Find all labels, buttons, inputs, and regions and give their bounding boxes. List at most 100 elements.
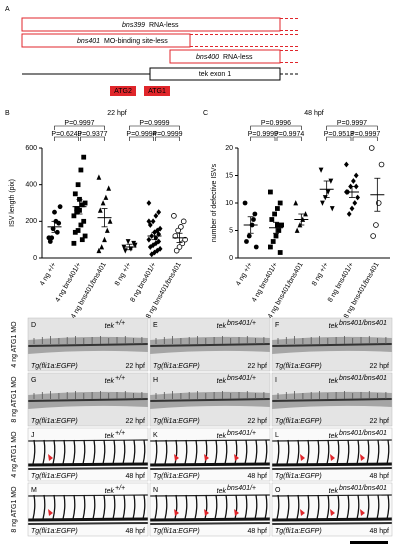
data-point (82, 200, 88, 206)
panel-label: I (275, 377, 277, 384)
comparison-bracket (155, 136, 180, 141)
arrowhead (360, 454, 365, 461)
isv (336, 439, 340, 465)
comparison-bracket (250, 136, 276, 141)
transgene: Tg(fli1a:EGFP) (275, 418, 322, 425)
gene-name: tek (105, 433, 115, 440)
data-point (318, 167, 324, 173)
comparison-bracket (352, 136, 378, 141)
data-point (329, 206, 335, 212)
gene-name: tek (217, 488, 227, 495)
genotype: bns401/+ (227, 320, 256, 327)
data-point (157, 225, 163, 232)
aorta (27, 517, 149, 522)
vein (149, 522, 271, 525)
p-value: P=0.9994 (126, 131, 156, 138)
genotype: +/+ (115, 430, 125, 437)
genotype: bns401/bns401 (339, 485, 387, 492)
vein (271, 467, 393, 470)
construct-desc: RNA-less (223, 54, 253, 61)
gene-name: tek (329, 488, 339, 495)
transgene: Tg(fli1a:EGFP) (275, 363, 322, 370)
construct-name: bns400 (196, 54, 219, 61)
p-value: P=0.9974 (274, 131, 304, 138)
image-border (27, 372, 149, 427)
data-point (352, 200, 358, 206)
data-point (328, 178, 334, 184)
data-point (173, 247, 180, 254)
genotype: bns401/bns401 (339, 320, 387, 327)
data-point (277, 200, 283, 206)
row-label: 8 ng ATG1 MO (11, 486, 18, 533)
isv (336, 494, 340, 520)
data-point (268, 189, 273, 195)
transgene: Tg(fli1a:EGFP) (31, 418, 78, 425)
data-point (74, 209, 80, 215)
chart-title: 48 hpf (304, 110, 324, 117)
data-point (373, 222, 379, 228)
aorta (149, 462, 271, 467)
isv (174, 439, 178, 465)
transgene: Tg(fli1a:EGFP) (275, 528, 322, 535)
p-value: P=0.9996 (261, 120, 291, 127)
isv (42, 494, 46, 520)
panel-label: J (31, 432, 35, 439)
panel-label: L (275, 432, 279, 439)
isv (92, 494, 96, 520)
isv (194, 494, 198, 520)
isv (244, 439, 248, 465)
genotype: +/+ (115, 320, 125, 327)
image-border (271, 317, 393, 372)
comparison-bracket (250, 125, 302, 130)
timepoint: 22 hpf (370, 363, 390, 370)
y-tick-label: 600 (25, 145, 37, 152)
isv (244, 494, 248, 520)
vessel (27, 343, 149, 347)
scale-bar (350, 541, 388, 544)
isv (224, 494, 228, 520)
arrowhead (174, 509, 179, 516)
data-point (275, 222, 280, 228)
data-point (378, 161, 385, 168)
panel-label: F (275, 322, 279, 329)
data-point (175, 227, 181, 234)
micrograph (149, 372, 271, 427)
micrograph (149, 482, 271, 537)
genotype: bns401/+ (227, 430, 256, 437)
image-border (271, 482, 393, 537)
micrograph (27, 427, 149, 482)
timepoint: 48 hpf (370, 528, 390, 535)
isv (306, 494, 310, 520)
data-point (75, 228, 81, 233)
isv (164, 439, 168, 465)
transgene: Tg(fli1a:EGFP) (275, 473, 322, 480)
comparison-bracket (54, 136, 79, 141)
gene-name: tek (217, 323, 227, 330)
isv (326, 494, 330, 520)
data-point (251, 217, 256, 222)
data-point (182, 236, 188, 243)
data-point (71, 240, 77, 246)
data-point (132, 242, 138, 249)
panel-label: N (153, 487, 158, 494)
data-point (253, 244, 259, 250)
data-point (180, 218, 187, 225)
isv (132, 494, 136, 520)
image-border (149, 482, 271, 537)
chart-title: 22 hpf (107, 110, 127, 117)
vessel (271, 343, 393, 347)
p-value: P=0.9999 (139, 120, 169, 127)
data-point (146, 200, 152, 206)
isv (194, 439, 198, 465)
data-point (71, 213, 77, 219)
micrograph (271, 317, 393, 372)
isv (72, 439, 76, 465)
vein (27, 522, 149, 525)
isv (366, 439, 370, 465)
image-border (149, 372, 271, 427)
dlav (27, 439, 149, 442)
transgene: Tg(fli1a:EGFP) (153, 418, 200, 425)
transgene: Tg(fli1a:EGFP) (153, 528, 200, 535)
data-point (81, 218, 87, 224)
